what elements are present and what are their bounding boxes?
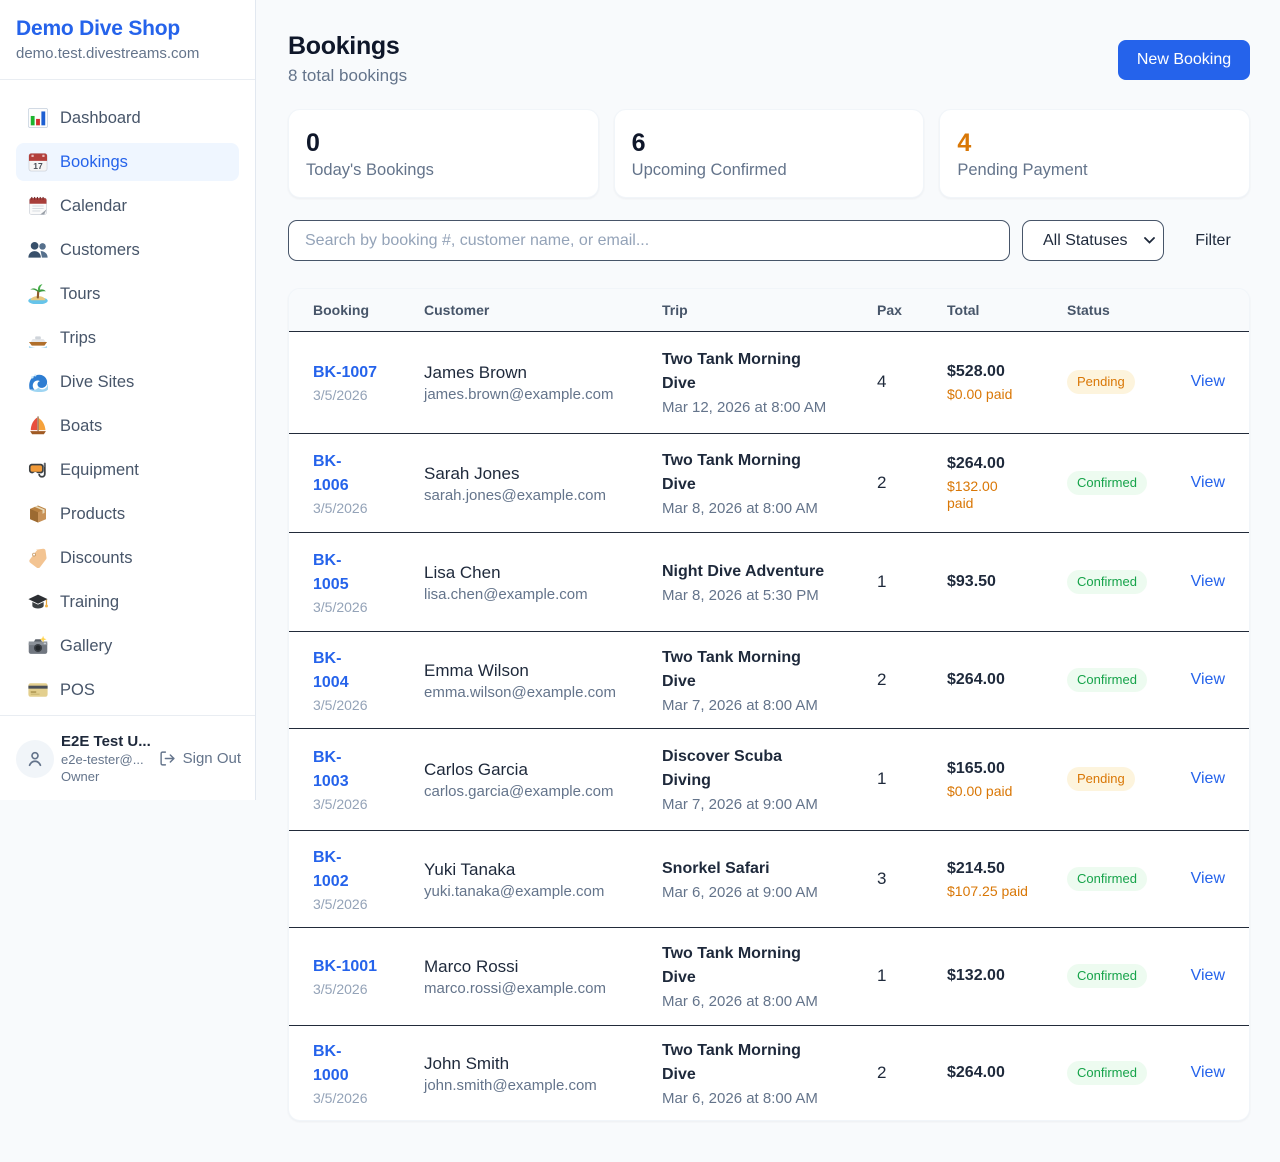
svg-text:17: 17 bbox=[33, 161, 43, 171]
